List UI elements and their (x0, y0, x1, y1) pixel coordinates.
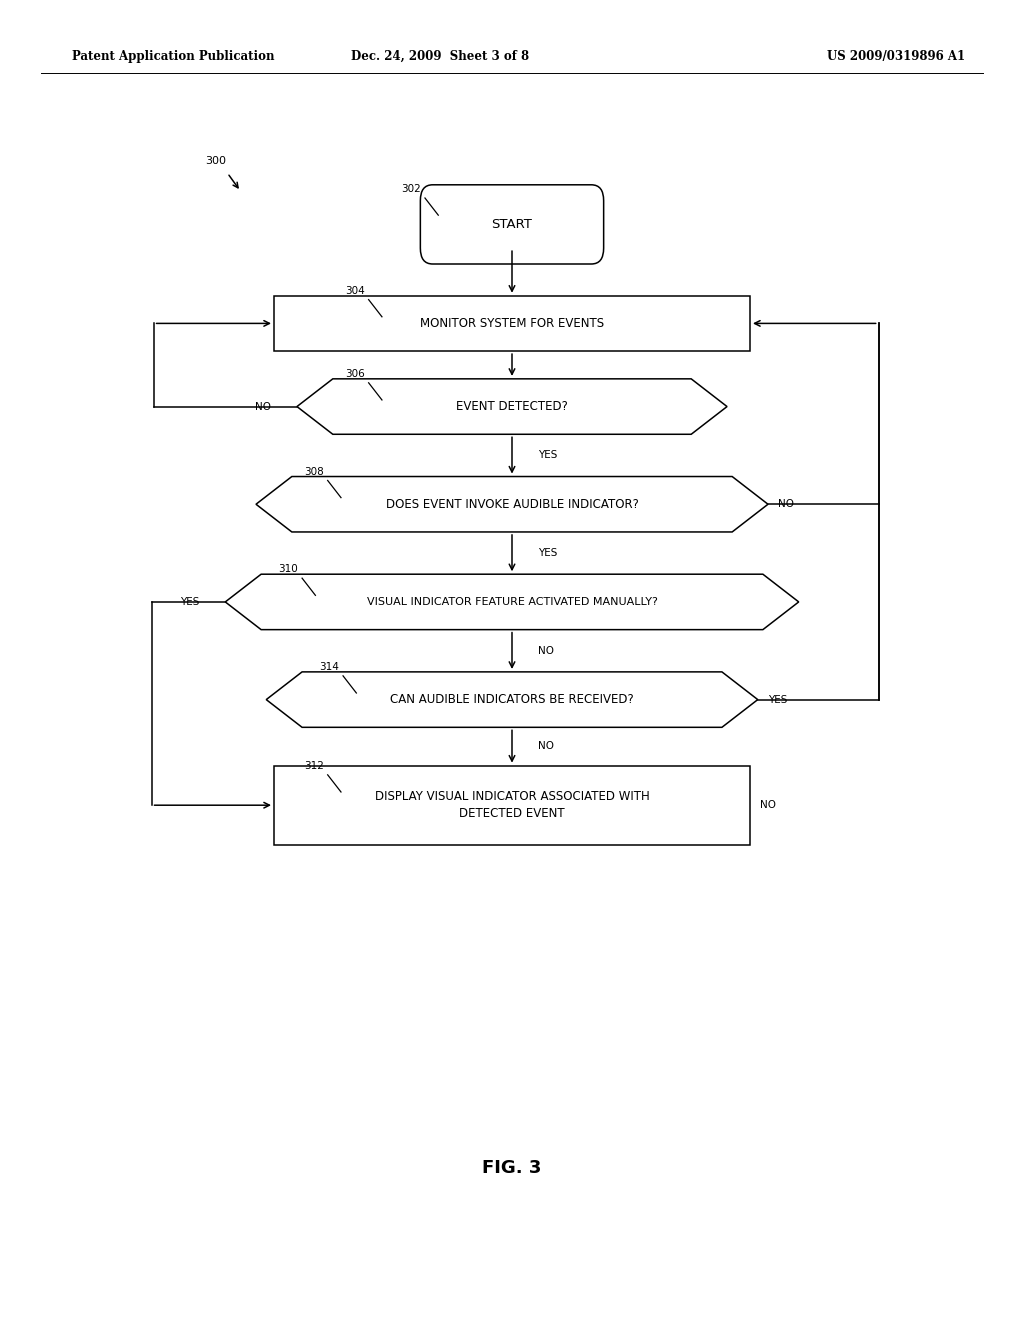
Text: MONITOR SYSTEM FOR EVENTS: MONITOR SYSTEM FOR EVENTS (420, 317, 604, 330)
Text: 304: 304 (345, 285, 365, 296)
Text: 306: 306 (345, 368, 365, 379)
Text: Patent Application Publication: Patent Application Publication (72, 50, 274, 63)
Text: 314: 314 (319, 661, 339, 672)
Text: NO: NO (538, 645, 554, 656)
Text: EVENT DETECTED?: EVENT DETECTED? (456, 400, 568, 413)
Text: NO: NO (255, 401, 271, 412)
Text: 308: 308 (304, 466, 324, 477)
Text: 310: 310 (279, 564, 298, 574)
Text: VISUAL INDICATOR FEATURE ACTIVATED MANUALLY?: VISUAL INDICATOR FEATURE ACTIVATED MANUA… (367, 597, 657, 607)
Text: NO: NO (760, 800, 776, 810)
Text: YES: YES (538, 548, 557, 558)
Polygon shape (297, 379, 727, 434)
Text: CAN AUDIBLE INDICATORS BE RECEIVED?: CAN AUDIBLE INDICATORS BE RECEIVED? (390, 693, 634, 706)
Bar (273, 766, 750, 845)
Text: 312: 312 (304, 760, 324, 771)
Text: US 2009/0319896 A1: US 2009/0319896 A1 (827, 50, 965, 63)
FancyBboxPatch shape (420, 185, 603, 264)
Polygon shape (225, 574, 799, 630)
Text: START: START (492, 218, 532, 231)
Text: YES: YES (180, 597, 200, 607)
Text: Dec. 24, 2009  Sheet 3 of 8: Dec. 24, 2009 Sheet 3 of 8 (351, 50, 529, 63)
Bar (273, 296, 750, 351)
Polygon shape (266, 672, 758, 727)
Text: FIG. 3: FIG. 3 (482, 1159, 542, 1177)
Text: YES: YES (768, 694, 787, 705)
Text: NO: NO (538, 742, 554, 751)
Text: NO: NO (778, 499, 795, 510)
Polygon shape (256, 477, 768, 532)
Text: DOES EVENT INVOKE AUDIBLE INDICATOR?: DOES EVENT INVOKE AUDIBLE INDICATOR? (386, 498, 638, 511)
Text: 302: 302 (401, 183, 421, 194)
Text: YES: YES (538, 450, 557, 461)
Text: 300: 300 (205, 156, 226, 166)
Text: DISPLAY VISUAL INDICATOR ASSOCIATED WITH
DETECTED EVENT: DISPLAY VISUAL INDICATOR ASSOCIATED WITH… (375, 791, 649, 820)
